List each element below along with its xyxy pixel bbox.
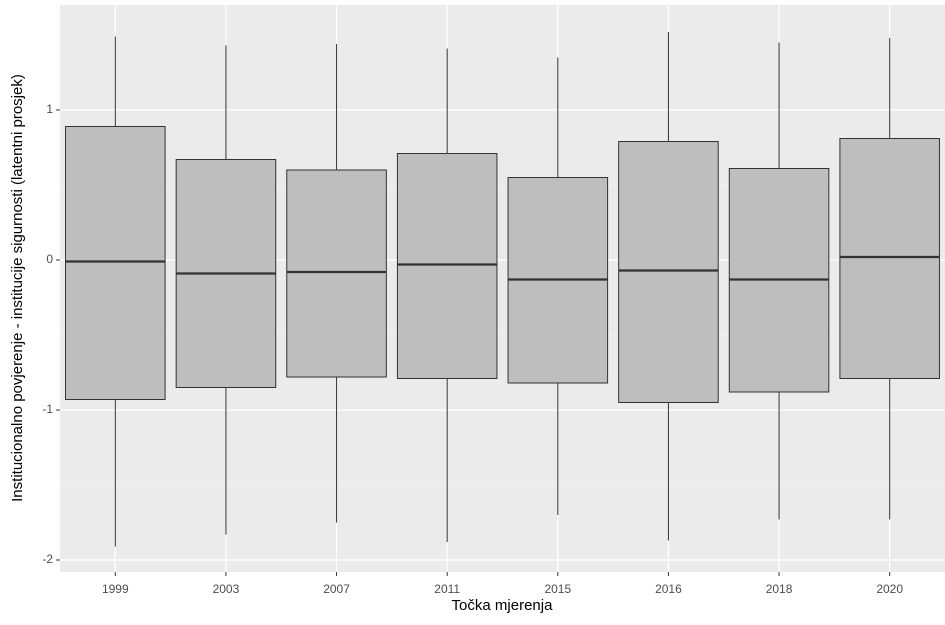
x-tick-label: 2015 <box>544 582 571 596</box>
x-axis-title: Točka mjerenja <box>452 597 554 614</box>
x-tick-label: 2007 <box>323 582 350 596</box>
box <box>396 153 498 379</box>
x-tick-label: 2003 <box>213 582 240 596</box>
y-tick-label: 1 <box>46 102 53 116</box>
y-tick-label: -2 <box>42 552 53 566</box>
y-axis-title: Institucionalno povjerenje - institucije… <box>9 74 26 502</box>
box <box>618 141 719 403</box>
box <box>839 138 940 379</box>
x-tick-label: 2020 <box>876 582 903 596</box>
y-tick-label: 0 <box>46 252 53 266</box>
x-tick-label: 2016 <box>655 582 682 596</box>
box <box>65 126 166 400</box>
y-tick-label: -1 <box>42 402 53 416</box>
x-tick-label: 2018 <box>766 582 793 596</box>
box <box>286 169 387 378</box>
x-tick-label: 1999 <box>102 582 129 596</box>
x-tick-label: 2011 <box>434 582 460 596</box>
